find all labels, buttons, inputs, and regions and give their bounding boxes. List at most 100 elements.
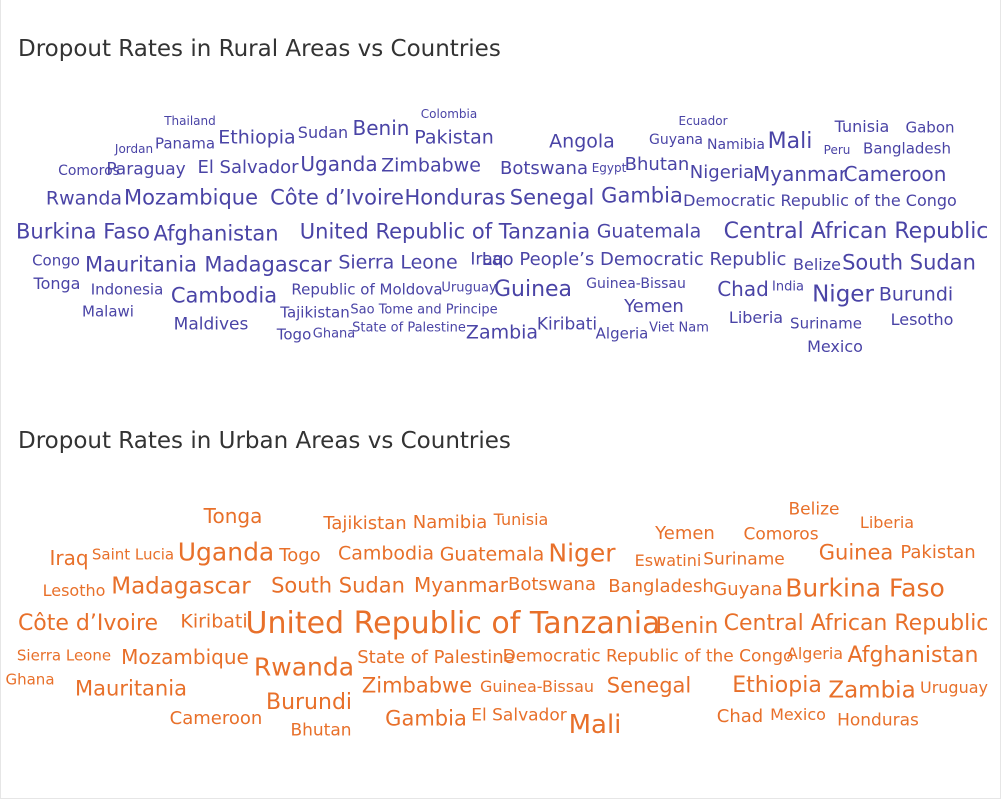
rural-word-panama: Panama: [154, 134, 216, 153]
urban-word-pakistan: Pakistan: [900, 542, 976, 563]
rural-word-niger: Niger: [812, 281, 874, 308]
urban-word-algeria: Algeria: [786, 644, 844, 663]
urban-word-mozambique: Mozambique: [121, 645, 249, 669]
rural-word-benin: Benin: [352, 116, 410, 140]
rural-word-namibia: Namibia: [707, 137, 765, 153]
urban-word-mauritania: Mauritania: [75, 676, 187, 701]
rural-word-guinea: Guinea: [493, 277, 573, 302]
rural-word-pakistan: Pakistan: [414, 126, 494, 149]
rural-word-guatemala: Guatemala: [596, 220, 702, 243]
urban-word-state-of-palestine: State of Palestine: [357, 647, 515, 668]
urban-word-guyana: Guyana: [713, 579, 783, 600]
rural-word-malawi: Malawi: [82, 302, 134, 321]
rural-word-suriname: Suriname: [790, 314, 862, 333]
urban-word-mali: Mali: [568, 710, 622, 740]
rural-word-ethiopia: Ethiopia: [218, 126, 296, 149]
urban-word-cameroon: Cameroon: [169, 708, 263, 729]
rural-word-ecuador: Ecuador: [678, 114, 728, 128]
rural-word-rwanda: Rwanda: [45, 187, 123, 210]
rural-word-burkina-faso: Burkina Faso: [15, 219, 151, 244]
rural-word-colombia: Colombia: [420, 107, 478, 121]
urban-word-belize: Belize: [788, 499, 840, 520]
urban-word-uruguay: Uruguay: [920, 678, 988, 697]
rural-word-lesotho: Lesotho: [890, 310, 954, 329]
rural-word-uruguay: Uruguay: [441, 280, 497, 296]
rural-word-comoros: Comoros: [58, 163, 120, 179]
urban-word-senegal: Senegal: [606, 673, 692, 698]
rural-word-united-republic-of-tanzania: United Republic of Tanzania: [299, 219, 591, 244]
rural-word-ghana: Ghana: [312, 326, 356, 342]
rural-word-mauritania: Mauritania: [85, 252, 197, 277]
rural-word-state-of-palestine: State of Palestine: [352, 320, 466, 336]
urban-word-c-te-d-ivoire: Côte d’Ivoire: [17, 611, 159, 636]
rural-word-togo: Togo: [276, 325, 312, 344]
rural-word-thailand: Thailand: [164, 114, 216, 128]
urban-word-zambia: Zambia: [828, 677, 916, 704]
urban-word-madagascar: Madagascar: [111, 573, 251, 600]
urban-word-central-african-republic: Central African Republic: [723, 611, 989, 636]
rural-word-cambodia: Cambodia: [170, 283, 278, 308]
rural-word-bhutan: Bhutan: [624, 154, 690, 175]
urban-word-united-republic-of-tanzania: United Republic of Tanzania: [245, 606, 661, 641]
rural-word-guyana: Guyana: [648, 132, 704, 148]
urban-word-tonga: Tonga: [203, 504, 263, 528]
urban-word-chad: Chad: [716, 706, 764, 727]
urban-word-mexico: Mexico: [770, 705, 826, 724]
rural-word-zimbabwe: Zimbabwe: [381, 154, 481, 177]
urban-word-tunisia: Tunisia: [493, 510, 549, 529]
rural-word-sao-tome-and-principe: Sao Tome and Principe: [350, 302, 498, 318]
rural-word-tajikistan: Tajikistan: [280, 303, 350, 322]
rural-word-jordan: Jordan: [114, 142, 154, 156]
urban-word-guatemala: Guatemala: [439, 543, 545, 566]
rural-word-nigeria: Nigeria: [689, 162, 755, 183]
rural-word-south-sudan: South Sudan: [842, 250, 976, 275]
rural-word-india: India: [772, 279, 804, 295]
rural-word-senegal: Senegal: [509, 185, 595, 210]
rural-word-congo: Congo: [32, 251, 80, 270]
rural-word-cameroon: Cameroon: [843, 162, 947, 186]
urban-word-togo: Togo: [279, 545, 321, 566]
urban-word-botswana: Botswana: [508, 574, 596, 595]
rural-word-indonesia: Indonesia: [90, 280, 164, 299]
urban-word-south-sudan: South Sudan: [271, 573, 405, 598]
urban-word-saint-lucia: Saint Lucia: [91, 545, 175, 564]
rural-word-chad: Chad: [717, 277, 769, 301]
rural-word-democratic-republic-of-the-congo: Democratic Republic of the Congo: [683, 191, 957, 210]
rural-word-lao-people-s-democratic-republic: Lao People’s Democratic Republic: [481, 249, 787, 270]
rural-word-guinea-bissau: Guinea-Bissau: [586, 276, 686, 292]
urban-word-el-salvador: El Salvador: [471, 705, 567, 726]
rural-word-sudan: Sudan: [297, 123, 349, 142]
urban-chart-title: Dropout Rates in Urban Areas vs Countrie…: [18, 428, 511, 455]
urban-word-cambodia: Cambodia: [337, 542, 435, 565]
rural-word-sierra-leone: Sierra Leone: [338, 251, 458, 274]
urban-word-tajikistan: Tajikistan: [323, 513, 407, 534]
rural-word-myanmar: Myanmar: [753, 162, 847, 186]
urban-word-burkina-faso: Burkina Faso: [785, 573, 945, 603]
rural-word-mali: Mali: [767, 129, 813, 154]
urban-word-ethiopia: Ethiopia: [732, 673, 822, 698]
rural-word-tunisia: Tunisia: [834, 117, 890, 136]
urban-word-guinea: Guinea: [818, 540, 894, 565]
rural-word-afghanistan: Afghanistan: [153, 221, 279, 246]
urban-word-benin: Benin: [655, 614, 719, 639]
urban-word-democratic-republic-of-the-congo: Democratic Republic of the Congo: [502, 646, 794, 667]
urban-word-lesotho: Lesotho: [42, 581, 106, 600]
rural-word-republic-of-moldova: Republic of Moldova: [291, 280, 443, 299]
urban-word-honduras: Honduras: [837, 710, 919, 731]
rural-chart-title: Dropout Rates in Rural Areas vs Countrie…: [18, 36, 501, 63]
urban-word-guinea-bissau: Guinea-Bissau: [479, 677, 595, 696]
urban-word-comoros: Comoros: [743, 524, 819, 545]
rural-word-madagascar: Madagascar: [204, 252, 332, 277]
rural-word-cloud: Thailand Colombia Ecuador Jordan Panama Ethio…: [15, 107, 988, 355]
rural-word-paraguay: Paraguay: [106, 159, 186, 180]
rural-word-algeria: Algeria: [595, 324, 649, 343]
rural-word-mozambique: Mozambique: [123, 185, 259, 210]
rural-word-liberia: Liberia: [728, 308, 784, 327]
rural-word-c-te-d-ivoire: Côte d’Ivoire: [270, 185, 404, 210]
rural-word-bangladesh: Bangladesh: [863, 139, 951, 158]
urban-word-rwanda: Rwanda: [253, 652, 355, 682]
rural-word-kiribati: Kiribati: [536, 314, 598, 335]
urban-word-iraq: Iraq: [49, 546, 89, 570]
